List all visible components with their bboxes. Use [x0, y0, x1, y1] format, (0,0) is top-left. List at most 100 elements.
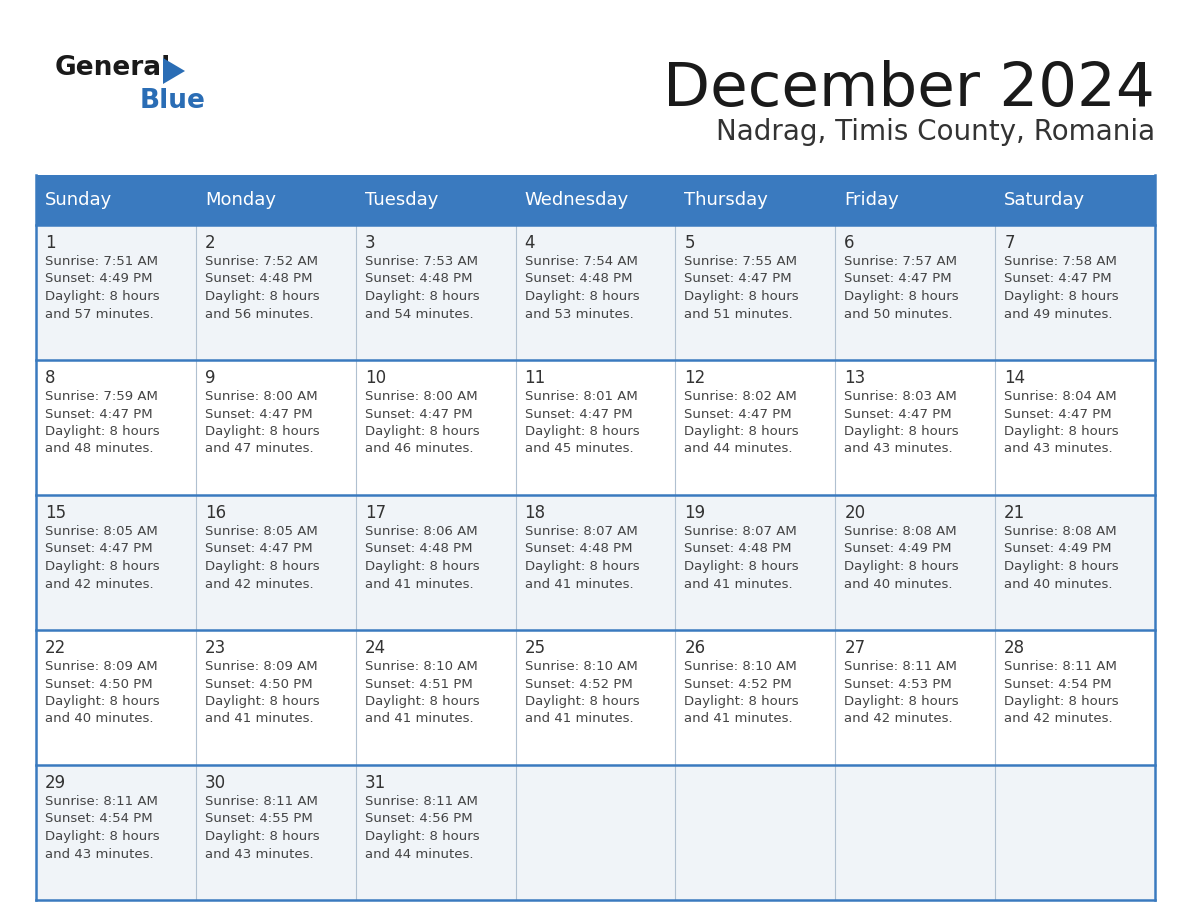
Text: 8: 8 [45, 369, 56, 387]
Text: Sunset: 4:48 PM: Sunset: 4:48 PM [365, 543, 472, 555]
Text: Sunset: 4:47 PM: Sunset: 4:47 PM [204, 408, 312, 420]
Text: Sunset: 4:47 PM: Sunset: 4:47 PM [45, 408, 152, 420]
Text: 16: 16 [204, 504, 226, 522]
Text: Sunrise: 8:11 AM: Sunrise: 8:11 AM [365, 795, 478, 808]
Text: Sunrise: 8:10 AM: Sunrise: 8:10 AM [684, 660, 797, 673]
Text: and 41 minutes.: and 41 minutes. [684, 577, 794, 590]
Text: Sunrise: 8:11 AM: Sunrise: 8:11 AM [845, 660, 958, 673]
Bar [36, 630, 1155, 765]
Text: and 40 minutes.: and 40 minutes. [845, 577, 953, 590]
Text: Sunset: 4:49 PM: Sunset: 4:49 PM [45, 273, 152, 285]
Text: Daylight: 8 hours: Daylight: 8 hours [45, 560, 159, 573]
Text: 10: 10 [365, 369, 386, 387]
Text: 23: 23 [204, 639, 226, 657]
Text: 5: 5 [684, 234, 695, 252]
Text: Sunrise: 8:02 AM: Sunrise: 8:02 AM [684, 390, 797, 403]
Bar [36, 225, 1155, 360]
Text: Daylight: 8 hours: Daylight: 8 hours [204, 290, 320, 303]
Text: Sunrise: 8:07 AM: Sunrise: 8:07 AM [525, 525, 637, 538]
Text: Sunset: 4:47 PM: Sunset: 4:47 PM [684, 408, 792, 420]
Text: and 41 minutes.: and 41 minutes. [525, 577, 633, 590]
Text: Daylight: 8 hours: Daylight: 8 hours [684, 695, 800, 708]
Text: Daylight: 8 hours: Daylight: 8 hours [1004, 290, 1119, 303]
Text: Sunset: 4:48 PM: Sunset: 4:48 PM [525, 273, 632, 285]
Text: Daylight: 8 hours: Daylight: 8 hours [525, 425, 639, 438]
Text: Sunset: 4:52 PM: Sunset: 4:52 PM [525, 677, 632, 690]
Text: and 50 minutes.: and 50 minutes. [845, 308, 953, 320]
Text: Sunset: 4:47 PM: Sunset: 4:47 PM [1004, 408, 1112, 420]
Text: Daylight: 8 hours: Daylight: 8 hours [365, 695, 479, 708]
Text: Sunset: 4:47 PM: Sunset: 4:47 PM [1004, 273, 1112, 285]
Text: Sunrise: 7:57 AM: Sunrise: 7:57 AM [845, 255, 958, 268]
Text: 21: 21 [1004, 504, 1025, 522]
Text: Sunrise: 8:05 AM: Sunrise: 8:05 AM [204, 525, 317, 538]
Text: Sunrise: 8:03 AM: Sunrise: 8:03 AM [845, 390, 958, 403]
Text: and 44 minutes.: and 44 minutes. [365, 847, 473, 860]
Bar [36, 175, 1155, 225]
Text: Sunrise: 8:01 AM: Sunrise: 8:01 AM [525, 390, 637, 403]
Text: and 44 minutes.: and 44 minutes. [684, 442, 792, 455]
Text: General: General [55, 55, 171, 81]
Text: December 2024: December 2024 [663, 60, 1155, 119]
Text: and 40 minutes.: and 40 minutes. [45, 712, 153, 725]
Text: Sunday: Sunday [45, 191, 112, 209]
Text: Daylight: 8 hours: Daylight: 8 hours [525, 560, 639, 573]
Text: 17: 17 [365, 504, 386, 522]
Text: Sunrise: 8:09 AM: Sunrise: 8:09 AM [204, 660, 317, 673]
Text: and 41 minutes.: and 41 minutes. [525, 712, 633, 725]
Text: Sunrise: 8:10 AM: Sunrise: 8:10 AM [365, 660, 478, 673]
Text: Sunrise: 7:58 AM: Sunrise: 7:58 AM [1004, 255, 1117, 268]
Bar [36, 495, 1155, 630]
Text: Tuesday: Tuesday [365, 191, 438, 209]
Text: and 42 minutes.: and 42 minutes. [845, 712, 953, 725]
Text: and 41 minutes.: and 41 minutes. [684, 712, 794, 725]
Text: and 46 minutes.: and 46 minutes. [365, 442, 473, 455]
Text: 4: 4 [525, 234, 535, 252]
Text: 24: 24 [365, 639, 386, 657]
Text: and 42 minutes.: and 42 minutes. [45, 577, 153, 590]
Text: Daylight: 8 hours: Daylight: 8 hours [365, 560, 479, 573]
Text: Sunset: 4:47 PM: Sunset: 4:47 PM [684, 273, 792, 285]
Text: 20: 20 [845, 504, 865, 522]
Text: Sunrise: 7:53 AM: Sunrise: 7:53 AM [365, 255, 478, 268]
Text: 6: 6 [845, 234, 855, 252]
Text: Sunrise: 8:09 AM: Sunrise: 8:09 AM [45, 660, 158, 673]
Text: 28: 28 [1004, 639, 1025, 657]
Text: and 48 minutes.: and 48 minutes. [45, 442, 153, 455]
Text: Daylight: 8 hours: Daylight: 8 hours [1004, 560, 1119, 573]
Text: Daylight: 8 hours: Daylight: 8 hours [525, 695, 639, 708]
Text: and 40 minutes.: and 40 minutes. [1004, 577, 1113, 590]
Text: and 54 minutes.: and 54 minutes. [365, 308, 473, 320]
Text: and 42 minutes.: and 42 minutes. [1004, 712, 1113, 725]
Text: 7: 7 [1004, 234, 1015, 252]
Text: Sunset: 4:47 PM: Sunset: 4:47 PM [525, 408, 632, 420]
Text: Monday: Monday [204, 191, 276, 209]
Text: and 43 minutes.: and 43 minutes. [845, 442, 953, 455]
Text: Sunrise: 8:11 AM: Sunrise: 8:11 AM [45, 795, 158, 808]
Text: 27: 27 [845, 639, 865, 657]
Text: 31: 31 [365, 774, 386, 792]
Text: and 41 minutes.: and 41 minutes. [365, 712, 473, 725]
Text: Sunset: 4:48 PM: Sunset: 4:48 PM [525, 543, 632, 555]
Text: and 42 minutes.: and 42 minutes. [204, 577, 314, 590]
Text: Sunset: 4:47 PM: Sunset: 4:47 PM [845, 408, 952, 420]
Text: and 45 minutes.: and 45 minutes. [525, 442, 633, 455]
Text: 29: 29 [45, 774, 67, 792]
Text: 11: 11 [525, 369, 545, 387]
Text: Daylight: 8 hours: Daylight: 8 hours [204, 560, 320, 573]
Text: and 53 minutes.: and 53 minutes. [525, 308, 633, 320]
Text: Daylight: 8 hours: Daylight: 8 hours [684, 425, 800, 438]
Text: Daylight: 8 hours: Daylight: 8 hours [365, 290, 479, 303]
Text: 30: 30 [204, 774, 226, 792]
Text: Daylight: 8 hours: Daylight: 8 hours [684, 290, 800, 303]
Text: Sunrise: 8:10 AM: Sunrise: 8:10 AM [525, 660, 637, 673]
Text: Daylight: 8 hours: Daylight: 8 hours [45, 425, 159, 438]
Text: Daylight: 8 hours: Daylight: 8 hours [45, 290, 159, 303]
Text: Daylight: 8 hours: Daylight: 8 hours [845, 290, 959, 303]
Text: Daylight: 8 hours: Daylight: 8 hours [1004, 695, 1119, 708]
Text: Sunrise: 8:07 AM: Sunrise: 8:07 AM [684, 525, 797, 538]
Text: Sunset: 4:47 PM: Sunset: 4:47 PM [365, 408, 473, 420]
Text: 25: 25 [525, 639, 545, 657]
Text: 15: 15 [45, 504, 67, 522]
Text: 18: 18 [525, 504, 545, 522]
